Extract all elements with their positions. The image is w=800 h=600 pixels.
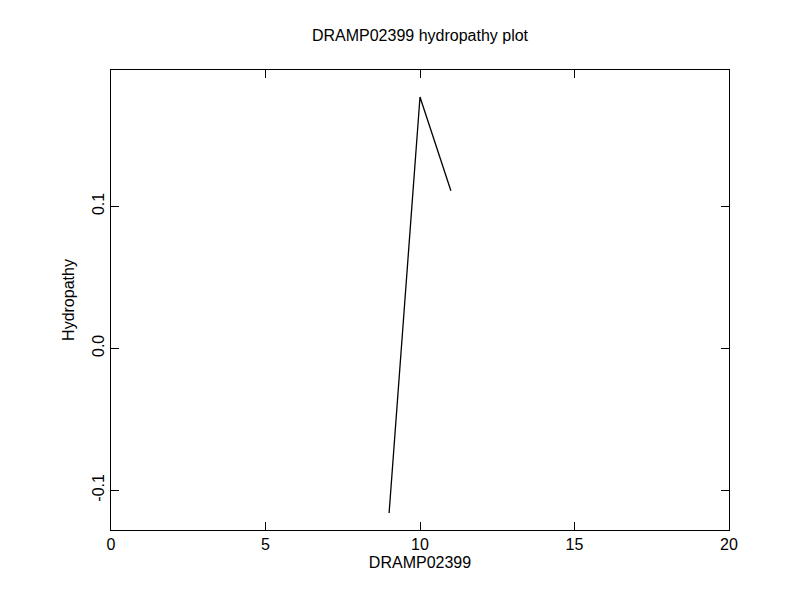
svg-text:DRAMP02399: DRAMP02399 — [369, 554, 471, 571]
svg-text:5: 5 — [261, 536, 270, 553]
svg-text:DRAMP02399 hydropathy plot: DRAMP02399 hydropathy plot — [312, 27, 529, 44]
svg-text:15: 15 — [566, 536, 584, 553]
svg-text:10: 10 — [411, 536, 429, 553]
svg-text:0: 0 — [107, 536, 116, 553]
svg-text:0.1: 0.1 — [90, 193, 107, 215]
svg-text:20: 20 — [720, 536, 738, 553]
svg-text:0.0: 0.0 — [90, 335, 107, 357]
svg-text:Hydropathy: Hydropathy — [60, 259, 77, 341]
svg-text:-0.1: -0.1 — [90, 474, 107, 502]
